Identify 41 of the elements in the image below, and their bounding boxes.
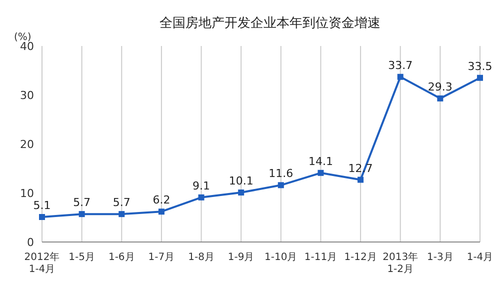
x-tick-label: 1-10月 bbox=[264, 252, 298, 263]
point bbox=[437, 95, 444, 102]
point bbox=[158, 208, 164, 215]
x-tick-label: 1-5月 bbox=[68, 252, 95, 263]
point bbox=[118, 211, 125, 218]
data-label: 29.3 bbox=[428, 80, 452, 94]
point bbox=[358, 176, 364, 183]
point bbox=[78, 211, 85, 218]
data-label: 5.1 bbox=[33, 199, 51, 212]
data-label: 5.7 bbox=[112, 196, 130, 210]
x-tick-label: 1-9月 bbox=[228, 252, 254, 263]
data-label: 9.1 bbox=[192, 179, 210, 192]
x-tick-label: 1-8月 bbox=[188, 252, 214, 263]
point bbox=[198, 194, 204, 200]
x-tick-label: 1-12月 bbox=[344, 252, 377, 263]
point bbox=[238, 190, 244, 196]
y-axis-title: (%) bbox=[14, 32, 32, 43]
point bbox=[39, 214, 45, 220]
y-tick-label: 20 bbox=[20, 138, 34, 151]
data-label: 33.7 bbox=[388, 58, 413, 72]
x-tick-label: 2012年 1-4月 bbox=[24, 251, 60, 275]
point bbox=[397, 74, 404, 80]
point bbox=[278, 182, 284, 188]
data-label: 10.1 bbox=[228, 174, 254, 188]
x-tick-label: 1-7月 bbox=[148, 252, 175, 263]
y-tick-label: 30 bbox=[20, 88, 34, 102]
point bbox=[318, 170, 324, 176]
data-label: 6.2 bbox=[152, 194, 170, 207]
data-label: 11.6 bbox=[268, 167, 294, 180]
point bbox=[477, 74, 483, 81]
y-tick-label: 0 bbox=[27, 236, 34, 249]
data-label: 5.7 bbox=[73, 196, 91, 210]
x-tick-label: 1-6月 bbox=[108, 252, 135, 263]
data-label: 14.1 bbox=[308, 154, 333, 168]
x-tick-label: 1-11月 bbox=[304, 252, 338, 263]
x-tick-label: 2013年 1-2月 bbox=[382, 251, 418, 275]
y-tick-label: 10 bbox=[20, 186, 34, 200]
chart-title: 全国房地产开发企业本年到位资金增速 bbox=[158, 15, 382, 32]
x-tick-label: 1-3月 bbox=[427, 252, 454, 263]
x-tick-label: 1-4月 bbox=[466, 252, 494, 263]
data-label: 33.5 bbox=[468, 60, 492, 73]
